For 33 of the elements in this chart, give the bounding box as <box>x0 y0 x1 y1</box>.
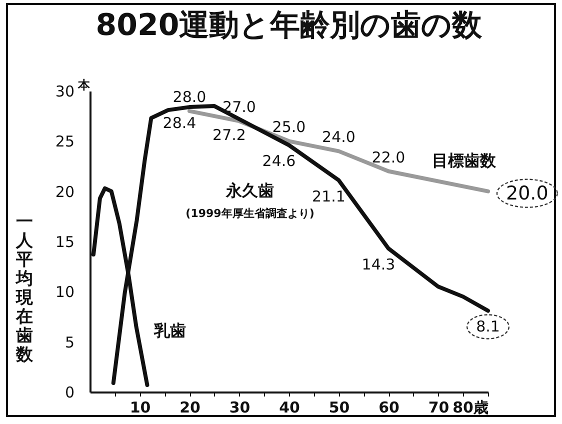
series-label: 乳歯 <box>153 321 186 340</box>
data-label: 22.0 <box>372 148 406 166</box>
y-axis-title: 一人平均現在歯数 <box>15 212 34 365</box>
data-label: 24.6 <box>262 152 296 170</box>
data-label: 8.1 <box>476 318 500 336</box>
data-label: 20.0 <box>506 182 548 204</box>
x-tick-label: 80歳 <box>452 398 488 416</box>
y-tick-label: 15 <box>55 233 74 251</box>
x-tick-label: 10 <box>130 398 151 416</box>
data-label: 28.4 <box>162 114 196 132</box>
text: 本 <box>77 78 91 92</box>
y-tick-label: 30 <box>55 82 74 100</box>
data-label: 28.0 <box>172 88 206 106</box>
x-tick-label: 60 <box>378 398 400 416</box>
data-label: 27.2 <box>212 126 246 144</box>
series-label: 目標歯数 <box>432 151 497 170</box>
data-label: 21.1 <box>312 187 346 206</box>
y-tick-label: 25 <box>55 132 74 151</box>
text: 永久歯 <box>225 181 274 200</box>
y-tick-label: 5 <box>64 333 74 352</box>
x-tick-label: 20 <box>180 398 200 416</box>
x-tick-label: 30 <box>229 398 250 416</box>
x-tick-label: 40 <box>279 398 300 416</box>
chart-title: 8020運動と年齢別の歯の数 <box>96 8 484 43</box>
x-tick-label: 50 <box>328 398 350 416</box>
y-tick-label: 20 <box>55 182 74 201</box>
data-label: 24.0 <box>322 128 356 146</box>
x-tick-label: 70 <box>428 398 450 416</box>
data-label: 25.0 <box>272 118 306 136</box>
annotation: (1999年厚生省調査より) <box>186 207 314 220</box>
y-tick-label: 0 <box>64 384 74 402</box>
data-label: 14.3 <box>362 256 396 274</box>
y-tick-label: 10 <box>55 283 74 302</box>
